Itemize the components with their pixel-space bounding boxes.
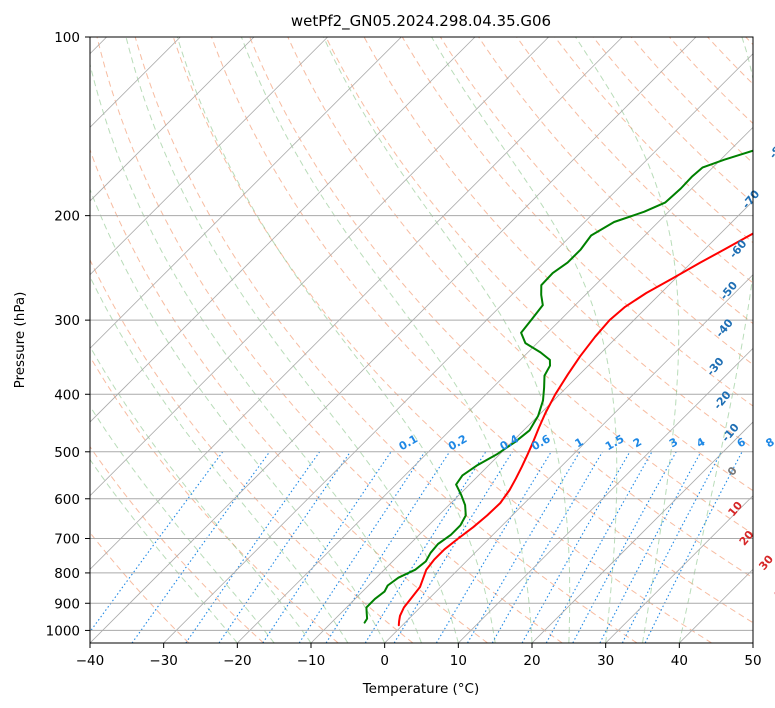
x-tick-label: −40 [76,653,105,669]
moist-adiabat [575,37,680,643]
mixing-ratio-line [435,451,552,643]
x-axis-label: Temperature (°C) [362,681,480,697]
isotherm-line [163,53,753,643]
isotherm-line [90,37,697,643]
isotherm-line [90,37,623,570]
y-tick-label: 900 [54,596,80,612]
moist-adiabat [90,275,349,643]
y-tick-label: 700 [54,532,80,548]
dry-adiabat [516,37,753,284]
y-tick-label: 400 [54,387,80,403]
background-lines [90,37,753,643]
x-tick-label: 10 [450,653,467,669]
plot-background [90,37,753,643]
dry-adiabat [325,37,753,492]
x-tick-label: 20 [523,653,540,669]
dry-adiabat [592,37,753,204]
y-tick-label: 300 [54,313,80,329]
dry-adiabat [478,37,753,325]
dry-adiabat-label: 30 [756,552,775,572]
dry-adiabat [249,37,753,579]
dry-adiabat [90,258,414,643]
isotherm-line [310,200,753,643]
chart-title: wetPf2_GN05.2024.298.04.35.G06 [291,12,551,31]
sounding-layer [363,149,753,627]
moist-adiabat [240,37,533,643]
mixing-ratio-line [491,451,603,643]
dry-adiabat-label: 40 [771,582,775,602]
dry-adiabat [134,37,638,643]
dry-adiabat-label: -80 [767,138,775,162]
dry-adiabat [630,37,753,164]
moist-adiabat [90,62,422,643]
moist-adiabat [323,37,571,643]
x-tick-label: 0 [380,653,389,669]
moist-adiabat [678,37,753,643]
mixing-ratio-line [185,451,321,643]
x-tick-label: 50 [744,653,761,669]
moist-adiabat [431,37,618,643]
temperature-line [397,232,753,627]
mixing-ratio-line [218,451,351,643]
isotherm-line [90,37,255,202]
isotherm-line [752,642,753,643]
moist-adiabat [176,37,496,643]
y-tick-label: 200 [54,209,80,225]
mixing-ratio-label: 8 [763,435,775,450]
y-tick-label: 500 [54,445,80,461]
y-tick-label: 800 [54,566,80,582]
isotherm-line [90,37,476,423]
x-axis: −40 −30 −20 −10 0 10 20 30 40 50 [76,643,762,669]
mixing-ratio-line [364,451,487,643]
moist-adiabat [125,37,459,643]
x-tick-label: 30 [597,653,614,669]
y-tick-label: 100 [54,30,80,46]
dry-adiabat [401,37,753,407]
isotherm-line [384,274,753,643]
isotherm-line [90,37,328,276]
y-tick-label: 600 [54,492,80,508]
moist-adiabat [90,458,238,643]
x-tick-label: −20 [223,653,252,669]
moist-adiabat [90,405,275,643]
dry-adiabat [96,37,563,643]
x-tick-label: 40 [671,653,688,669]
y-axis-label: Pressure (hPa) [12,292,28,389]
dry-adiabat [90,445,264,643]
mixing-ratio-line [521,451,631,643]
x-tick-label: −30 [149,653,178,669]
mixing-ratio-line [572,451,677,643]
plot-frame [89,36,754,644]
y-axis: 1000 900 800 700 600 500 400 300 200 100 [46,30,90,639]
isotherm-line [237,126,753,643]
mixing-ratio-line [467,451,581,643]
dry-adiabat [172,37,712,643]
dewpoint-line [363,149,753,624]
isotherm-line [90,37,549,497]
x-tick-label: −10 [297,653,326,669]
mixing-ratio-line [325,451,451,643]
dry-adiabat [211,37,753,624]
isotherm-line [90,37,402,349]
mixing-ratio-line [393,451,513,643]
mixing-ratio-line [131,451,271,643]
isotherm-line [605,495,753,643]
isotherm-line [531,421,753,643]
isotherm-line [458,347,753,643]
moist-adiabat [90,188,386,643]
y-tick-label: 1000 [46,623,80,639]
